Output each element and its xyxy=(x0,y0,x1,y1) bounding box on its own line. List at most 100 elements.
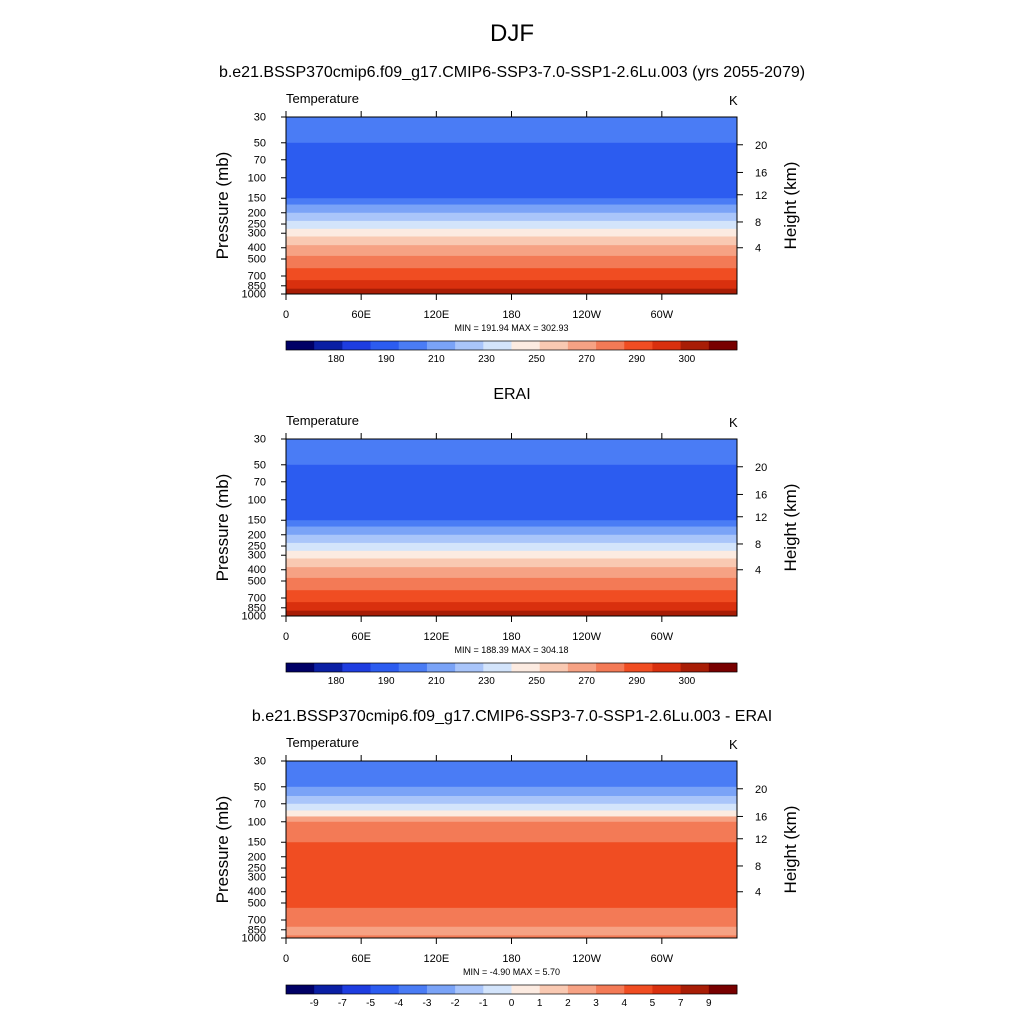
colorbar-label: 210 xyxy=(428,354,445,365)
colorbar-swatch xyxy=(370,341,400,350)
y-tick-label: 150 xyxy=(248,193,266,205)
colorbar-swatch xyxy=(539,985,569,994)
y-tick-label: 300 xyxy=(248,550,266,562)
colorbar-frame xyxy=(285,662,738,673)
y-tick-label: 250 xyxy=(248,219,266,231)
colorbar-swatch xyxy=(426,663,456,672)
colorbar-swatch xyxy=(539,341,569,350)
colorbar-swatch xyxy=(708,663,738,672)
contour-band xyxy=(286,117,737,135)
figure-title: DJF xyxy=(490,20,534,47)
x-tick-label: 0 xyxy=(283,309,289,321)
colorbar-swatch xyxy=(342,341,371,350)
contour-band xyxy=(286,280,737,290)
units-label: K xyxy=(729,93,738,108)
y-tick-label: 300 xyxy=(248,872,266,884)
x-tick-label: 0 xyxy=(283,631,289,643)
y-tick-label: 850 xyxy=(248,924,266,936)
y2-axis-title: Height (km) xyxy=(781,484,800,572)
contour-band xyxy=(286,191,737,199)
contour-band xyxy=(286,795,737,805)
min-max-label: MIN = -4.90 MAX = 5.70 xyxy=(463,967,560,977)
colorbar-swatch xyxy=(483,663,512,672)
colorbar-swatch xyxy=(567,341,597,350)
colorbar-swatch xyxy=(539,663,569,672)
colorbar-label: 250 xyxy=(528,354,545,365)
min-max-label: MIN = 188.39 MAX = 304.18 xyxy=(454,645,568,655)
colorbar-label: -3 xyxy=(422,998,431,1009)
x-tick-label: 120E xyxy=(423,631,449,643)
y-tick-label: 250 xyxy=(248,863,266,875)
y-tick-label: 30 xyxy=(254,756,266,768)
y-tick-label: 30 xyxy=(254,112,266,124)
colorbar-swatch xyxy=(370,985,400,994)
colorbar-swatch xyxy=(596,341,625,350)
colorbar-swatch xyxy=(708,341,738,350)
colorbar-label: 190 xyxy=(378,354,395,365)
colorbar-label: 270 xyxy=(578,354,595,365)
colorbar-label: 300 xyxy=(679,676,696,687)
contour-band xyxy=(286,602,737,612)
y2-tick-label: 4 xyxy=(755,887,761,899)
x-tick-label: 120W xyxy=(572,309,601,321)
colorbar-swatch xyxy=(511,985,541,994)
panel-1-title: b.e21.BSSP370cmip6.f09_g17.CMIP6-SSP3-7.… xyxy=(218,64,806,81)
colorbar-frame xyxy=(285,984,738,995)
colorbar-swatch xyxy=(286,663,315,672)
colorbar-swatch xyxy=(652,341,682,350)
x-tick-label: 60W xyxy=(651,631,674,643)
colorbar-swatch xyxy=(511,663,541,672)
colorbar-label: 2 xyxy=(565,998,571,1009)
colorbar-label: 9 xyxy=(706,998,712,1009)
colorbar-label: -5 xyxy=(366,998,375,1009)
y-tick-label: 50 xyxy=(254,137,266,149)
colorbar-label: -9 xyxy=(310,998,319,1009)
y-tick-label: 1000 xyxy=(242,933,266,945)
colorbar-swatch xyxy=(652,985,682,994)
units-label: K xyxy=(729,415,738,430)
contour-band xyxy=(286,816,737,823)
y-tick-label: 30 xyxy=(254,434,266,446)
y-axis-title: Pressure (mb) xyxy=(213,796,232,904)
colorbar-swatch xyxy=(398,985,428,994)
colorbar-swatch xyxy=(624,985,653,994)
x-tick-label: 120W xyxy=(572,953,601,965)
contour-band xyxy=(286,228,737,237)
colorbar-swatch xyxy=(624,663,653,672)
colorbar-label: 4 xyxy=(621,998,627,1009)
contour-band xyxy=(286,534,737,544)
y2-tick-label: 8 xyxy=(755,861,761,873)
y2-tick-label: 20 xyxy=(755,140,767,152)
y-tick-label: 500 xyxy=(248,898,266,910)
y2-tick-label: 12 xyxy=(755,190,767,202)
y2-tick-label: 20 xyxy=(755,784,767,796)
contour-band xyxy=(286,255,737,269)
colorbar-swatch xyxy=(567,663,597,672)
y-tick-label: 850 xyxy=(248,280,266,292)
y-tick-label: 70 xyxy=(254,154,266,166)
colorbar-swatch xyxy=(483,341,512,350)
colorbar-swatch xyxy=(680,663,710,672)
colorbar-label: 190 xyxy=(378,676,395,687)
colorbar-swatch xyxy=(426,985,456,994)
contour-band xyxy=(286,558,737,568)
colorbar-label: -7 xyxy=(338,998,347,1009)
x-tick-label: 60W xyxy=(651,953,674,965)
colorbar-swatch xyxy=(511,341,541,350)
contour-band xyxy=(286,935,737,939)
y-tick-label: 250 xyxy=(248,541,266,553)
x-tick-label: 60E xyxy=(351,309,371,321)
colorbar-swatch xyxy=(455,341,484,350)
x-tick-label: 0 xyxy=(283,953,289,965)
colorbar-swatch xyxy=(680,341,710,350)
colorbar-label: 230 xyxy=(478,354,495,365)
colorbar-swatch xyxy=(370,663,400,672)
x-tick-label: 60W xyxy=(651,309,674,321)
panel-3-title: b.e21.BSSP370cmip6.f09_g17.CMIP6-SSP3-7.… xyxy=(251,708,773,725)
colorbar-swatch xyxy=(398,663,428,672)
colorbar-label: 290 xyxy=(628,676,645,687)
y2-tick-label: 12 xyxy=(755,512,767,524)
y-axis-title: Pressure (mb) xyxy=(213,474,232,582)
x-tick-label: 180 xyxy=(502,631,520,643)
y2-tick-label: 4 xyxy=(755,565,761,577)
